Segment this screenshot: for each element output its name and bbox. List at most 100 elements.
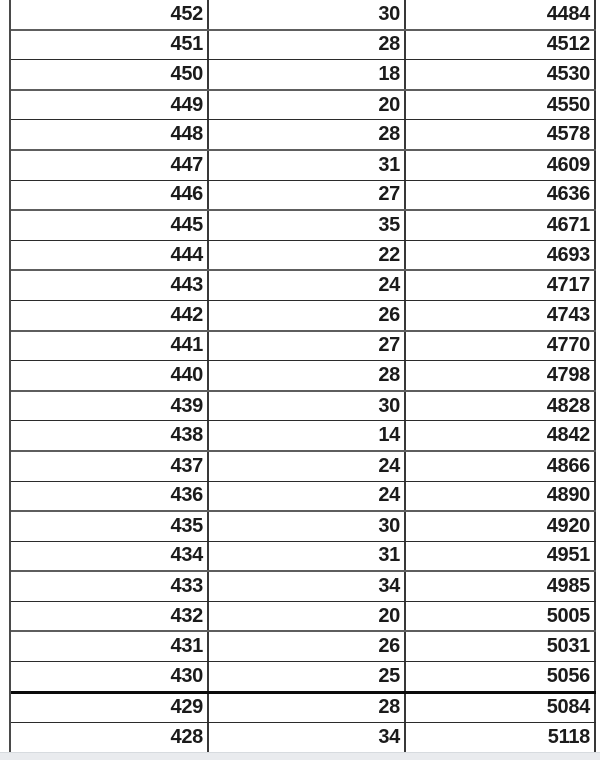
cell-col3[interactable]: 4798 [406, 361, 596, 390]
table-row: 446 27 4636 [11, 180, 596, 212]
cell-col1[interactable]: 446 [11, 180, 209, 210]
cell-col2[interactable]: 18 [209, 60, 406, 89]
cell-col3[interactable]: 4717 [406, 271, 596, 300]
cell-col1[interactable]: 443 [11, 271, 209, 300]
cell-col3[interactable]: 5056 [406, 662, 596, 691]
cell-col2[interactable]: 27 [209, 331, 406, 361]
table-row: 435 30 4920 [11, 512, 596, 542]
cell-col3[interactable]: 4530 [406, 60, 596, 89]
cell-col1[interactable]: 445 [11, 211, 209, 240]
table-row: 452 30 4484 [11, 0, 596, 31]
cell-col3[interactable]: 4985 [406, 572, 596, 601]
cell-col3[interactable]: 4609 [406, 150, 596, 180]
table-row: 429 28 5084 [11, 693, 596, 724]
cell-col2[interactable]: 26 [209, 632, 406, 662]
cell-col1[interactable]: 430 [11, 662, 209, 691]
cell-col2[interactable]: 25 [209, 662, 406, 691]
cell-col1[interactable]: 444 [11, 240, 209, 270]
cell-col3[interactable]: 4693 [406, 240, 596, 270]
cell-col2[interactable]: 24 [209, 451, 406, 481]
table-row: 451 28 4512 [11, 30, 596, 61]
cell-col3[interactable]: 4671 [406, 211, 596, 240]
cell-col2[interactable]: 26 [209, 300, 406, 330]
cell-col1[interactable]: 452 [11, 0, 209, 29]
cell-col2[interactable]: 28 [209, 361, 406, 390]
cell-col3[interactable]: 5118 [406, 723, 596, 752]
cell-col3[interactable]: 4920 [406, 512, 596, 541]
cell-col3[interactable]: 4578 [406, 120, 596, 149]
table-row: 430 25 5056 [11, 662, 596, 694]
cell-col2[interactable]: 30 [209, 391, 406, 421]
cell-col3[interactable]: 5005 [406, 601, 596, 631]
table-row: 436 24 4890 [11, 481, 596, 513]
table-row: 437 24 4866 [11, 451, 596, 482]
cell-col3[interactable]: 4770 [406, 331, 596, 361]
cell-col3[interactable]: 4828 [406, 391, 596, 421]
table-row: 433 34 4985 [11, 572, 596, 602]
table-row: 441 27 4770 [11, 331, 596, 362]
cell-col1[interactable]: 448 [11, 120, 209, 149]
cell-col1[interactable]: 433 [11, 572, 209, 601]
table-row: 432 20 5005 [11, 601, 596, 633]
table-row: 428 34 5118 [11, 723, 596, 752]
cell-col2[interactable]: 28 [209, 693, 406, 723]
table-row: 447 31 4609 [11, 150, 596, 181]
table-row: 431 26 5031 [11, 632, 596, 663]
cell-col2[interactable]: 14 [209, 421, 406, 450]
cell-col3[interactable]: 4743 [406, 300, 596, 330]
table-row: 444 22 4693 [11, 240, 596, 272]
cell-col1[interactable]: 437 [11, 451, 209, 481]
table-row: 443 24 4717 [11, 271, 596, 301]
cell-col2[interactable]: 24 [209, 481, 406, 511]
table-row: 440 28 4798 [11, 361, 596, 392]
cell-col1[interactable]: 436 [11, 481, 209, 511]
cell-col1[interactable]: 438 [11, 421, 209, 450]
table-row: 448 28 4578 [11, 120, 596, 151]
cell-col3[interactable]: 4842 [406, 421, 596, 450]
cell-col2[interactable]: 35 [209, 211, 406, 240]
cell-col2[interactable]: 34 [209, 572, 406, 601]
cell-col1[interactable]: 451 [11, 30, 209, 60]
cell-col1[interactable]: 432 [11, 601, 209, 631]
cell-col1[interactable]: 435 [11, 512, 209, 541]
cell-col1[interactable]: 431 [11, 632, 209, 662]
cell-col1[interactable]: 449 [11, 90, 209, 120]
cell-col2[interactable]: 30 [209, 512, 406, 541]
table-row: 445 35 4671 [11, 211, 596, 241]
cell-col3[interactable]: 4484 [406, 0, 596, 29]
table-row: 439 30 4828 [11, 391, 596, 422]
cell-col3[interactable]: 4866 [406, 451, 596, 481]
cell-col1[interactable]: 447 [11, 150, 209, 180]
table-row: 438 14 4842 [11, 421, 596, 452]
cell-col3[interactable]: 5084 [406, 693, 596, 723]
cell-col2[interactable]: 28 [209, 120, 406, 149]
cell-col1[interactable]: 441 [11, 331, 209, 361]
cell-col2[interactable]: 34 [209, 723, 406, 752]
cell-col1[interactable]: 440 [11, 361, 209, 390]
cell-col3[interactable]: 5031 [406, 632, 596, 662]
cell-col2[interactable]: 30 [209, 0, 406, 29]
cell-col3[interactable]: 4636 [406, 180, 596, 210]
cell-col1[interactable]: 450 [11, 60, 209, 89]
cell-col3[interactable]: 4890 [406, 481, 596, 511]
cell-col1[interactable]: 439 [11, 391, 209, 421]
cell-col2[interactable]: 31 [209, 150, 406, 180]
bottom-edge-band [0, 752, 600, 760]
cell-col3[interactable]: 4550 [406, 90, 596, 120]
cell-col2[interactable]: 20 [209, 601, 406, 631]
cell-col1[interactable]: 442 [11, 300, 209, 330]
cell-col3[interactable]: 4951 [406, 541, 596, 571]
cell-col2[interactable]: 22 [209, 240, 406, 270]
cell-col1[interactable]: 429 [11, 693, 209, 723]
cell-col2[interactable]: 31 [209, 541, 406, 571]
cell-col3[interactable]: 4512 [406, 30, 596, 60]
cell-col2[interactable]: 27 [209, 180, 406, 210]
cell-col2[interactable]: 28 [209, 30, 406, 60]
cell-col1[interactable]: 434 [11, 541, 209, 571]
table-row: 442 26 4743 [11, 300, 596, 332]
cell-col2[interactable]: 24 [209, 271, 406, 300]
cell-col2[interactable]: 20 [209, 90, 406, 120]
cell-col1[interactable]: 428 [11, 723, 209, 752]
spreadsheet-table: 452 30 4484 451 28 4512 450 18 4530 449 … [9, 0, 596, 752]
